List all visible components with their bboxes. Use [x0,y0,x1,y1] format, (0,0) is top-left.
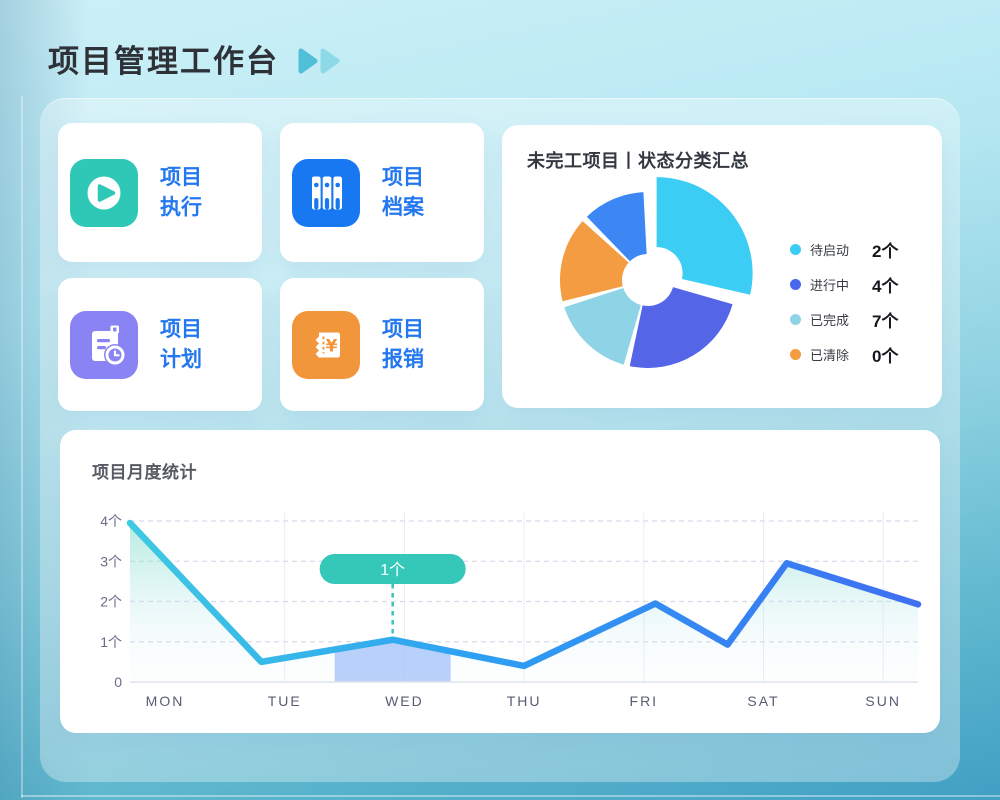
legend-label: 已完成 [810,312,850,328]
legend-dot [790,348,801,360]
card-label: 项目 报销 [382,315,424,375]
background-accent-line [21,96,23,798]
x-tick-label: SAT [747,693,779,709]
y-tick-label: 4个 [100,513,122,529]
card-label-line: 项目 [160,317,202,341]
nav-card-project-reimbursement[interactable]: ¥ 项目 报销 [280,278,484,411]
card-label: 项目 执行 [160,163,202,223]
y-tick-label: 0 [114,674,122,690]
weekly-line-chart[interactable]: 1个 0 1个 2个 3个 4个 MON TUE WED THU FRI SAT SUN [60,485,940,733]
play-circle-icon [70,158,138,227]
background-accent-line [21,795,1000,797]
card-label-line: 档案 [382,195,424,219]
nav-card-project-plan[interactable]: 项目 计划 [58,278,262,411]
legend-item[interactable]: 已完成 7个 [790,308,899,331]
x-tick-label: FRI [630,693,659,709]
donut-slice[interactable] [586,192,647,262]
reimburse-ticket-icon: ¥ [292,310,360,379]
x-tick-label: THU [507,693,542,709]
status-panel-title: 未完工项目丨状态分类汇总 [527,151,749,171]
legend-dot [790,243,801,255]
status-legend: 待启动 2个进行中 4个已完成 7个已清除 0个 [790,238,899,366]
plan-document-icon [70,310,138,379]
card-label-line: 项目 [382,317,424,341]
y-tick-label: 3个 [100,553,122,569]
card-label-line: 执行 [160,195,202,219]
nav-card-project-execution[interactable]: 项目 执行 [58,123,262,262]
archive-binders-icon [292,158,360,227]
donut-slice[interactable] [656,177,753,295]
chart-tooltip [319,554,466,584]
x-tick-label: TUE [268,693,302,709]
donut-slice[interactable] [560,221,629,302]
status-summary-panel: 未完工项目丨状态分类汇总 待启动 2个进行中 4个已完成 7个已清除 0个 [502,125,942,408]
y-tick-label: 1个 [100,634,122,650]
data-line[interactable] [126,519,922,670]
legend-dot [790,313,801,325]
monthly-stats-panel: 项目月度统计 1个 0 1个 2个 3个 4个 MON TUE WED THU FRI SAT SUN [60,430,940,733]
legend-value: 2个 [872,241,899,261]
monthly-panel-title: 项目月度统计 [92,463,197,482]
card-label-line: 计划 [160,347,202,371]
header: 项目管理工作台 [48,36,345,81]
donut-slice[interactable] [564,288,641,365]
legend-item[interactable]: 已清除 0个 [790,343,899,366]
legend-dot [790,278,801,290]
status-donut-chart[interactable] [502,137,802,403]
highlight-band [334,639,451,682]
x-tick-label: SUN [865,693,901,709]
legend-value: 0个 [872,346,899,366]
card-label-line: 项目 [382,165,424,189]
x-tick-label: WED [385,693,424,709]
double-play-icon [298,48,340,73]
y-tick-label: 2个 [100,594,122,610]
card-label-line: 报销 [382,347,424,371]
legend-item[interactable]: 进行中 4个 [790,273,899,296]
card-label: 项目 档案 [382,163,424,223]
donut-slice[interactable] [629,287,733,368]
svg-text:¥: ¥ [326,336,338,356]
legend-value: 7个 [872,311,899,331]
nav-card-project-archive[interactable]: 项目 档案 [280,123,484,262]
x-tick-label: MON [146,693,185,709]
tooltip-value: 1个 [380,561,405,579]
legend-label: 进行中 [810,277,850,293]
legend-value: 4个 [872,276,899,296]
card-label-line: 项目 [160,165,202,189]
legend-label: 已清除 [810,347,850,363]
legend-item[interactable]: 待启动 2个 [790,238,899,261]
card-label: 项目 计划 [160,315,202,375]
page-title: 项目管理工作台 [48,44,279,79]
legend-label: 待启动 [810,242,850,258]
